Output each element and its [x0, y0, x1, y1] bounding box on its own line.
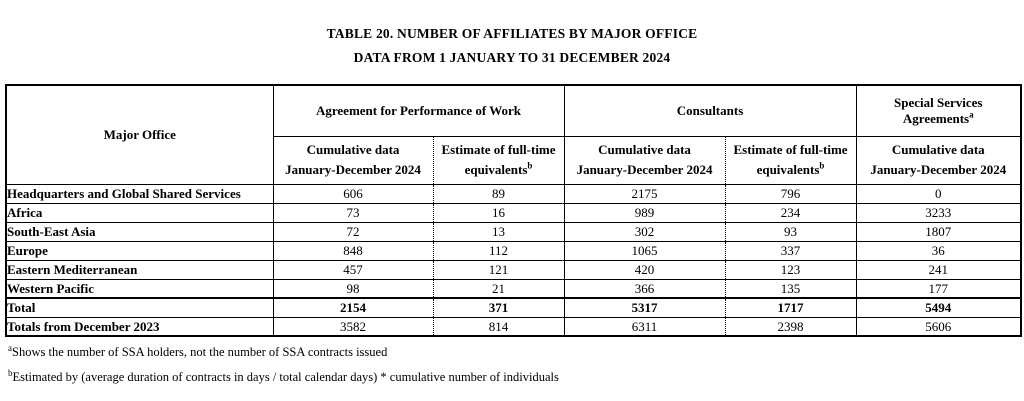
sub-header-line: January-December 2024: [576, 162, 713, 177]
table-row-headquarters: Headquarters and Global Shared Services …: [5, 183, 1022, 204]
row-label: Western Pacific: [5, 278, 274, 299]
footnote-b: bEstimated by (average duration of contr…: [8, 365, 1008, 390]
cell-value: 796: [724, 183, 857, 204]
row-label: Totals from December 2023: [5, 316, 274, 337]
column-header-major-office: Major Office: [5, 84, 274, 185]
sub-header-consultants-fte: Estimate of full-time equivalentsb: [724, 135, 857, 185]
cell-value: 2175: [563, 183, 726, 204]
cell-value: 1065: [563, 240, 726, 261]
cell-value: 5606: [855, 316, 1022, 337]
footnote-a: aShows the number of SSA holders, not th…: [8, 340, 1008, 365]
cell-value: 121: [432, 259, 565, 280]
cell-value: 73: [272, 202, 434, 223]
footnote-marker-a-ref: a: [969, 109, 974, 120]
table-title: TABLE 20. NUMBER OF AFFILIATES BY MAJOR …: [0, 22, 1024, 70]
table-row-total: Total 2154 371 5317 1717 5494: [5, 297, 1022, 318]
affiliates-by-major-office-table: Major Office Agreement for Performance o…: [5, 84, 1023, 337]
table-row-europe: Europe 848 112 1065 337 36: [5, 240, 1022, 261]
cell-value: 72: [272, 221, 434, 242]
cell-value: 2398: [724, 316, 857, 337]
cell-value: 234: [724, 202, 857, 223]
header-group-row: Major Office Agreement for Performance o…: [5, 84, 1022, 185]
cell-value: 5317: [563, 297, 726, 318]
cell-value: 457: [272, 259, 434, 280]
table-row-africa: Africa 73 16 989 234 3233: [5, 202, 1022, 223]
cell-value: 135: [724, 278, 857, 299]
table-row-eastern-mediterranean: Eastern Mediterranean 457 121 420 123 24…: [5, 259, 1022, 280]
cell-value: 989: [563, 202, 726, 223]
footnote-a-text: Shows the number of SSA holders, not the…: [12, 345, 388, 359]
sub-header-line: Estimate of full-time: [733, 142, 848, 157]
cell-value: 2154: [272, 297, 434, 318]
cell-value: 302: [563, 221, 726, 242]
cell-value: 1717: [724, 297, 857, 318]
row-label: Headquarters and Global Shared Services: [5, 183, 274, 204]
row-label: Europe: [5, 240, 274, 261]
cell-value: 36: [855, 240, 1022, 261]
sub-header-line: January-December 2024: [285, 162, 421, 177]
header-sub-row: Cumulative data January-December 2024 Es…: [6, 135, 1022, 185]
sub-header-line: Estimate of full-time: [441, 142, 556, 157]
cell-value: 606: [272, 183, 434, 204]
row-label: Total: [5, 297, 274, 318]
table-row-western-pacific: Western Pacific 98 21 366 135 177: [5, 278, 1022, 299]
cell-value: 21: [432, 278, 565, 299]
sub-header-line: equivalents: [464, 162, 528, 177]
sub-header-line: Cumulative data: [306, 142, 400, 157]
title-line-1: TABLE 20. NUMBER OF AFFILIATES BY MAJOR …: [326, 26, 698, 41]
cell-value: 848: [272, 240, 434, 261]
sub-header-line: Cumulative data: [598, 142, 691, 157]
cell-value: 112: [432, 240, 565, 261]
sub-header-line: January-December 2024: [870, 162, 1007, 177]
title-line-2: DATA FROM 1 JANUARY TO 31 DECEMBER 2024: [353, 50, 671, 65]
sub-header-consultants-cumulative: Cumulative data January-December 2024: [563, 135, 726, 185]
cell-value: 98: [272, 278, 434, 299]
cell-value: 5494: [855, 297, 1022, 318]
cell-value: 13: [432, 221, 565, 242]
cell-value: 93: [724, 221, 857, 242]
cell-value: 0: [855, 183, 1022, 204]
cell-value: 371: [432, 297, 565, 318]
cell-value: 89: [432, 183, 565, 204]
row-label: Eastern Mediterranean: [5, 259, 274, 280]
sub-header-line: equivalents: [756, 162, 820, 177]
group-header-agreement-performance-of-work: Agreement for Performance of Work: [272, 84, 565, 137]
sub-header-line: Cumulative data: [891, 142, 985, 157]
footnotes: aShows the number of SSA holders, not th…: [8, 340, 1008, 390]
table-row-south-east-asia: South-East Asia 72 13 302 93 1807: [5, 221, 1022, 242]
cell-value: 123: [724, 259, 857, 280]
sub-header-apw-fte: Estimate of full-time equivalentsb: [432, 135, 565, 185]
cell-value: 3582: [272, 316, 434, 337]
group-header-special-services-agreements: Special Services Agreementsa: [855, 84, 1022, 137]
sub-header-apw-cumulative: Cumulative data January-December 2024: [272, 135, 434, 185]
footnote-marker-b-ref: b: [819, 160, 825, 171]
group-header-consultants: Consultants: [563, 84, 857, 137]
footnote-b-text: Estimated by (average duration of contra…: [12, 370, 559, 384]
cell-value: 241: [855, 259, 1022, 280]
group-header-ssa-line1: Special Services: [894, 94, 983, 110]
row-label: Africa: [5, 202, 274, 223]
cell-value: 420: [563, 259, 726, 280]
cell-value: 814: [432, 316, 565, 337]
group-header-ssa-line2: Agreements: [902, 110, 970, 126]
footnote-marker-b-ref: b: [527, 160, 533, 171]
cell-value: 337: [724, 240, 857, 261]
footnote-b-marker: b: [8, 367, 13, 378]
cell-value: 3233: [855, 202, 1022, 223]
cell-value: 1807: [855, 221, 1022, 242]
cell-value: 177: [855, 278, 1022, 299]
row-label: South-East Asia: [5, 221, 274, 242]
table-row-totals-december-2023: Totals from December 2023 3582 814 6311 …: [5, 316, 1022, 337]
footnote-a-marker: a: [8, 342, 12, 353]
cell-value: 366: [563, 278, 726, 299]
cell-value: 16: [432, 202, 565, 223]
sub-header-ssa-cumulative: Cumulative data January-December 2024: [855, 135, 1022, 185]
cell-value: 6311: [563, 316, 726, 337]
